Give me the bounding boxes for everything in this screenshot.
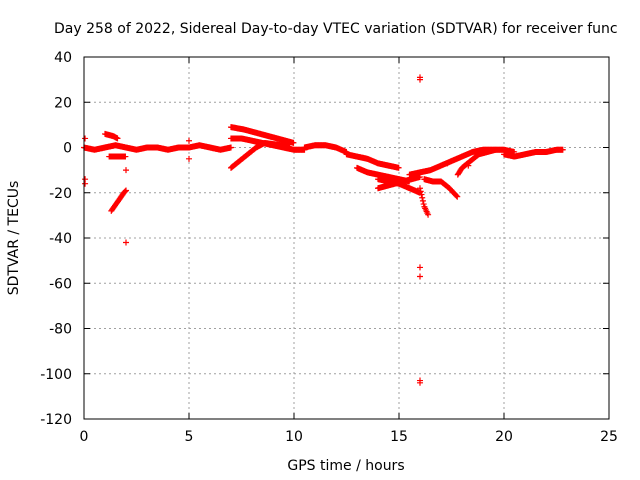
data-point [417, 188, 424, 195]
data-point-outlier [186, 155, 192, 162]
y-tick-label: -60 [49, 276, 72, 292]
data-point-outlier [123, 239, 129, 246]
data-point [419, 194, 426, 201]
x-tick-label: 5 [185, 429, 194, 445]
y-tick-label: -40 [49, 231, 72, 247]
data-point-outlier [186, 137, 192, 144]
y-tick-label: -120 [40, 412, 72, 428]
data-point-outlier [123, 167, 129, 174]
data-point [114, 135, 121, 142]
data-point [122, 153, 129, 160]
data-point [123, 187, 129, 194]
chart-title: Day 258 of 2022, Sidereal Day-to-day VTE… [54, 21, 618, 37]
data-point [417, 185, 423, 192]
data-points [81, 74, 566, 386]
data-point-outlier [82, 180, 89, 187]
x-tick-label: 10 [285, 429, 303, 445]
data-point [425, 211, 432, 218]
data-point [453, 192, 460, 199]
data-point-outlier [82, 135, 89, 142]
data-point-outlier [465, 162, 472, 169]
x-axis-label: GPS time / hours [287, 458, 404, 474]
y-axis-label: SDTVAR / TECUs [6, 181, 22, 296]
data-point-outlier [417, 379, 423, 386]
x-tick-label: 20 [495, 429, 513, 445]
data-point [559, 146, 566, 153]
y-tick-label: 20 [54, 95, 72, 111]
data-point-outlier [417, 273, 423, 280]
grid-lines [84, 57, 609, 419]
data-point [290, 139, 297, 146]
data-point [228, 144, 234, 151]
y-tick-label: 40 [54, 50, 72, 66]
y-tick-label: 0 [63, 141, 72, 157]
y-tick-label: -20 [49, 186, 72, 202]
data-point-outlier [417, 76, 423, 83]
y-tick-label: -80 [49, 322, 72, 338]
data-point-outlier [417, 264, 423, 271]
data-point [420, 201, 427, 208]
tick-labels: 0 5 10 15 20 25 -120 -100 -80 -60 -40 -20 0 20 40 [40, 50, 618, 445]
data-point [454, 193, 461, 200]
x-tick-label: 25 [600, 429, 618, 445]
y-tick-label: -100 [40, 367, 72, 383]
x-tick-label: 15 [390, 429, 408, 445]
data-point [122, 188, 129, 195]
plot-frame [83, 56, 610, 420]
data-point [419, 197, 426, 204]
data-point [418, 191, 425, 198]
data-point-outlier [444, 160, 451, 167]
data-point [395, 164, 402, 171]
x-tick-label: 0 [80, 429, 89, 445]
